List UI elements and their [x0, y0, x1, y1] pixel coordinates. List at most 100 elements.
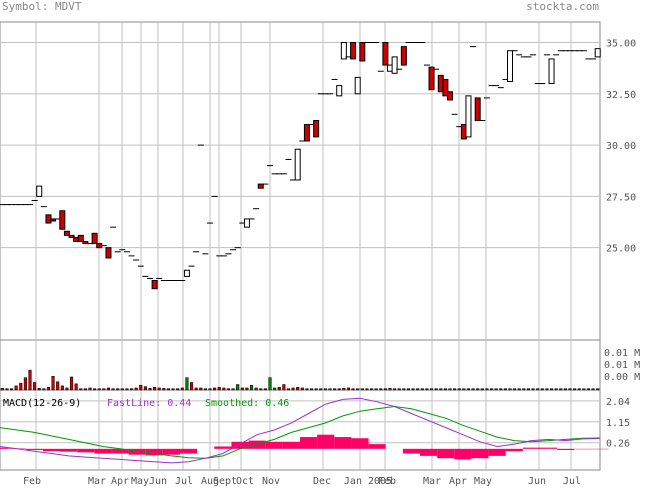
- volume-bar: [246, 388, 249, 390]
- price-tick-label: 32.50: [606, 90, 636, 101]
- volume-bar: [518, 389, 521, 390]
- price-candle: [595, 49, 600, 57]
- x-tick-label: May: [131, 476, 149, 486]
- volume-bar: [116, 389, 119, 390]
- volume-bar: [421, 389, 424, 390]
- x-tick-label: Nov: [262, 476, 280, 486]
- volume-bar: [453, 389, 456, 390]
- volume-bar: [56, 382, 59, 390]
- volume-bar: [1, 388, 4, 390]
- price-candle: [92, 233, 97, 243]
- volume-bar: [227, 389, 230, 390]
- volume-bar: [486, 389, 489, 390]
- volume-bar: [107, 388, 110, 390]
- volume-bar: [439, 389, 442, 390]
- volume-bar: [389, 388, 392, 390]
- x-tick-label: Jul: [175, 476, 193, 486]
- volume-bar: [329, 389, 332, 390]
- price-candle: [383, 43, 388, 66]
- volume-bar: [218, 387, 221, 390]
- macd-histogram-bar: [300, 437, 317, 449]
- volume-bar: [29, 370, 32, 390]
- volume-bar: [583, 389, 586, 390]
- macd-histogram-bar: [403, 449, 420, 454]
- volume-bar: [546, 389, 549, 390]
- macd-legend-smoothed: Smoothed: 0.46: [205, 398, 289, 409]
- volume-bar: [375, 389, 378, 390]
- volume-panel: [0, 340, 600, 390]
- volume-bar: [15, 386, 18, 390]
- macd-tick-label: 0.26: [606, 439, 630, 450]
- macd-histogram-bar: [26, 449, 43, 450]
- volume-bar: [181, 388, 184, 390]
- macd-histogram-bar: [43, 449, 60, 451]
- volume-bar: [163, 388, 166, 390]
- volume-bar: [273, 388, 276, 390]
- price-candle: [392, 57, 397, 73]
- volume-bar: [435, 389, 438, 390]
- volume-bar: [283, 385, 286, 390]
- volume-bar: [333, 389, 336, 390]
- x-tick-label: Mar: [88, 476, 106, 486]
- volume-bar: [384, 389, 387, 390]
- volume-bar: [209, 389, 212, 390]
- macd-histogram-bar: [471, 449, 488, 458]
- macd-histogram-bar: [77, 449, 94, 453]
- volume-bar: [199, 388, 202, 390]
- price-candle: [351, 43, 356, 59]
- x-tick-label: Jul: [563, 476, 581, 486]
- x-tick-label: Feb: [378, 476, 396, 486]
- price-candle: [184, 270, 189, 276]
- volume-bar: [458, 389, 461, 390]
- macd-histogram-bar: [317, 435, 334, 449]
- volume-bar: [112, 389, 115, 390]
- volume-bar: [130, 389, 133, 390]
- volume-bar: [204, 389, 207, 390]
- volume-bar: [250, 385, 253, 390]
- volume-bar: [236, 385, 239, 390]
- volume-bar: [19, 383, 22, 390]
- volume-bar: [467, 389, 470, 390]
- volume-bar: [407, 389, 410, 390]
- price-candle: [304, 125, 309, 141]
- volume-bar: [541, 389, 544, 390]
- volume-bar: [463, 389, 466, 390]
- volume-tick-label: 0.01 M: [604, 348, 640, 359]
- volume-bar: [509, 389, 512, 390]
- volume-bar: [167, 389, 170, 390]
- macd-title: MACD(12-26-9): [3, 398, 81, 409]
- price-tick-label: 30.00: [606, 141, 636, 152]
- price-candle: [78, 235, 83, 241]
- x-tick-label: Feb: [23, 476, 41, 486]
- x-tick-label: Apr: [449, 476, 467, 486]
- volume-bar: [490, 389, 493, 390]
- volume-bar: [10, 389, 13, 390]
- volume-bar: [527, 389, 530, 390]
- macd-histogram-bar: [489, 449, 506, 456]
- site-name[interactable]: stockta.com: [526, 0, 599, 14]
- volume-bar: [255, 388, 258, 390]
- volume-bar: [52, 376, 55, 390]
- macd-histogram-bar: [214, 446, 231, 448]
- volume-bar: [587, 389, 590, 390]
- macd-histogram-bar: [60, 449, 77, 452]
- price-tick-label: 25.00: [606, 244, 636, 255]
- volume-bar: [319, 389, 322, 390]
- volume-bar: [264, 389, 267, 390]
- volume-tick-label: 0.01 M: [604, 360, 640, 371]
- volume-bar: [426, 389, 429, 390]
- volume-bar: [139, 385, 142, 390]
- x-tick-label: Apr: [111, 476, 129, 486]
- macd-histogram-bar: [557, 449, 574, 450]
- price-candle: [37, 186, 42, 196]
- volume-bar: [33, 382, 36, 390]
- volume-bar: [149, 388, 152, 390]
- volume-bar: [338, 389, 341, 390]
- volume-bar: [398, 389, 401, 390]
- x-tick-label: May: [474, 476, 492, 486]
- volume-bar: [93, 389, 96, 390]
- volume-bar: [301, 388, 304, 390]
- volume-bar: [70, 377, 73, 390]
